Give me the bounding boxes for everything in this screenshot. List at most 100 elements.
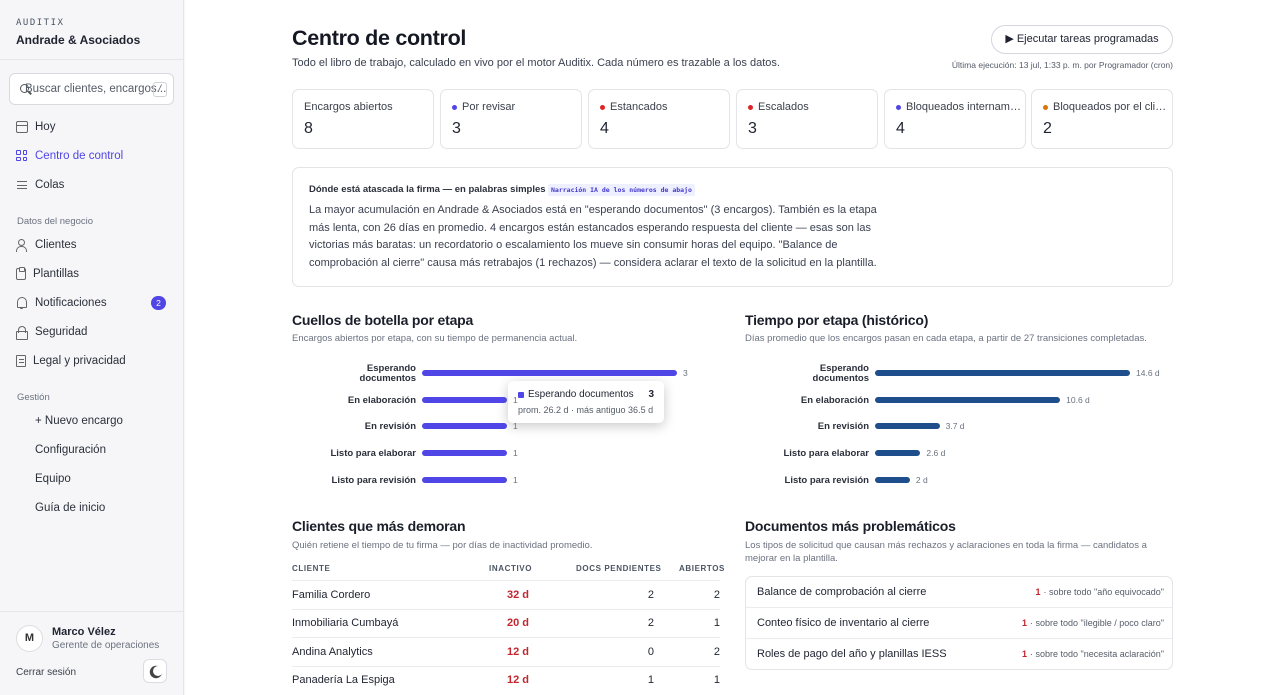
stat-label: Bloqueados internamente [906,101,1022,113]
stage-time-bar[interactable] [875,396,1061,403]
document-icon [16,355,26,367]
bottleneck-bar[interactable] [422,476,507,483]
stat-label: Bloqueados por el cliente [1053,101,1169,113]
status-dot [600,104,605,110]
stat-card-open[interactable]: Encargos abiertos 8 [292,89,434,149]
users-icon [16,239,28,252]
sidebar-item-legal[interactable]: Legal y privacidad [16,351,126,371]
bottleneck-bar[interactable] [422,450,507,457]
bar-value-label: 1 [513,421,518,432]
table-cell-open: 1 [713,617,720,630]
sidebar-item-label: Centro de control [35,150,124,162]
table-cell-docs: 1 [647,673,654,686]
section-heading-business: Datos del negocio [17,216,94,227]
search-input[interactable]: Buscar clientes, encargos... / [9,73,174,105]
status-dot [896,104,901,110]
sidebar-item-centro-de-control[interactable]: Centro de control [16,146,123,166]
bottleneck-bar[interactable] [422,370,677,376]
stage-time-title: Tiempo por etapa (histórico) [745,312,929,328]
tooltip-value: 3 [648,389,654,400]
stat-card-escalated[interactable]: Escalados 3 [736,89,878,149]
bar-category-label: En elaboración [800,394,869,406]
theme-toggle-button[interactable] [143,659,167,683]
sidebar-item-colas[interactable]: Colas [16,175,64,195]
page-subtitle: Todo el libro de trabajo, calculado en v… [292,57,780,69]
rejection-count: 1 [1035,587,1041,597]
bar-category-label: Listo para revisión [331,474,416,486]
sidebar-item-configuracion[interactable]: Configuración [35,444,106,456]
tooltip-label: Esperando documentos [528,389,634,400]
document-name: Roles de pago del año y planillas IESS [757,648,947,660]
rejection-count: 1 [1022,618,1028,628]
stat-card-stalled[interactable]: Estancados 4 [588,89,730,149]
bar-category-label: Esperando documentos [812,363,869,384]
run-scheduled-tasks-button[interactable]: ▶ Ejecutar tareas programadas [991,25,1173,54]
sidebar-item-label: Notificaciones [35,297,107,309]
sidebar-item-label: Seguridad [35,326,88,338]
stat-value: 3 [748,120,757,137]
table-cell-idle: 32 d [506,589,529,601]
logout-link[interactable]: Cerrar sesión [16,667,77,678]
sidebar-item-guia-de-inicio[interactable]: Guía de inicio [35,502,106,514]
documents-list: Balance de comprobación al cierre 1 · sob… [745,576,1173,670]
bar-value-label: 1 [513,394,518,405]
stat-card-to-review[interactable]: Por revisar 3 [440,89,582,149]
rejection-reason: · sobre todo "ilegible / poco claro" [1030,618,1164,628]
firm-name[interactable]: Andrade & Asociados [16,33,141,47]
stage-time-bar[interactable] [875,423,940,430]
main-content: Centro de control Todo el libro de traba… [185,0,1280,695]
sidebar-item-nuevo-encargo[interactable]: + Nuevo encargo [35,415,123,427]
table-cell-idle: 20 d [506,617,529,630]
divider [292,580,720,581]
table-cell-name: Inmobiliaria Cumbayá [292,617,399,630]
stage-time-bar[interactable] [875,476,910,483]
stat-label: Por revisar [462,101,516,113]
list-item[interactable]: Conteo físico de inventario al cierre 1 ·… [746,608,1172,639]
list-item[interactable]: Balance de comprobación al cierre 1 · sob… [746,577,1172,608]
bar-category-label: Esperando documentos [359,363,416,384]
divider [292,609,720,610]
document-name: Balance de comprobación al cierre [757,586,927,598]
search-placeholder: Buscar clientes, encargos... [25,83,167,95]
table-cell-docs: 2 [647,589,654,601]
table-cell-open: 2 [713,589,720,601]
stat-value: 4 [600,120,609,137]
bar-value-label: 14.6 d [1136,368,1160,378]
sidebar-item-label: Legal y privacidad [33,355,126,367]
bottleneck-bar[interactable] [422,423,507,430]
column-header-client[interactable]: CLIENTE [292,564,331,573]
sidebar-item-notificaciones[interactable]: Notificaciones [16,293,107,313]
sidebar-item-seguridad[interactable]: Seguridad [16,322,87,342]
stage-time-bar[interactable] [875,370,1130,376]
documents-title: Documentos más problemáticos [745,518,956,534]
sidebar-item-hoy[interactable]: Hoy [16,117,55,137]
bar-value-label: 2 d [915,474,928,485]
stage-time-bar[interactable] [875,450,921,457]
lock-icon [16,326,28,340]
avatar[interactable]: M [16,625,43,652]
list-item[interactable]: Roles de pago del año y planillas IESS 1… [746,639,1172,669]
stat-card-blocked-client[interactable]: Bloqueados por el cliente 2 [1031,89,1173,149]
bar-category-label: Listo para elaborar [783,448,869,460]
bar-category-label: En revisión [364,421,416,433]
sidebar-item-plantillas[interactable]: Plantillas [16,264,79,284]
sidebar-item-clientes[interactable]: Clientes [16,235,77,255]
narrative-title: Dónde está atascada la firma — en palabr… [309,184,546,195]
bar-value-label: 3.7 d [945,421,965,432]
divider [0,611,184,612]
column-header-open[interactable]: ABIERTOS [679,564,725,573]
search-shortcut-key: / [153,82,167,97]
stat-label: Estancados [610,101,668,113]
bar-value-label: 10.6 d [1066,394,1090,405]
bottleneck-bar[interactable] [422,396,507,403]
search-icon [20,84,29,93]
bar-category-label: Listo para elaborar [330,448,416,460]
sidebar-item-equipo[interactable]: Equipo [35,473,71,485]
stat-card-blocked-internal[interactable]: Bloqueados internamente 4 [884,89,1026,149]
column-header-pending-docs[interactable]: DOCS PENDIENTES [576,564,662,573]
bar-value-label: 1 [513,448,518,459]
rejection-reason: · sobre todo "necesita aclaración" [1030,649,1164,659]
column-header-idle[interactable]: INACTIVO [489,564,533,573]
status-dot [748,104,753,110]
grid-icon [16,150,28,162]
